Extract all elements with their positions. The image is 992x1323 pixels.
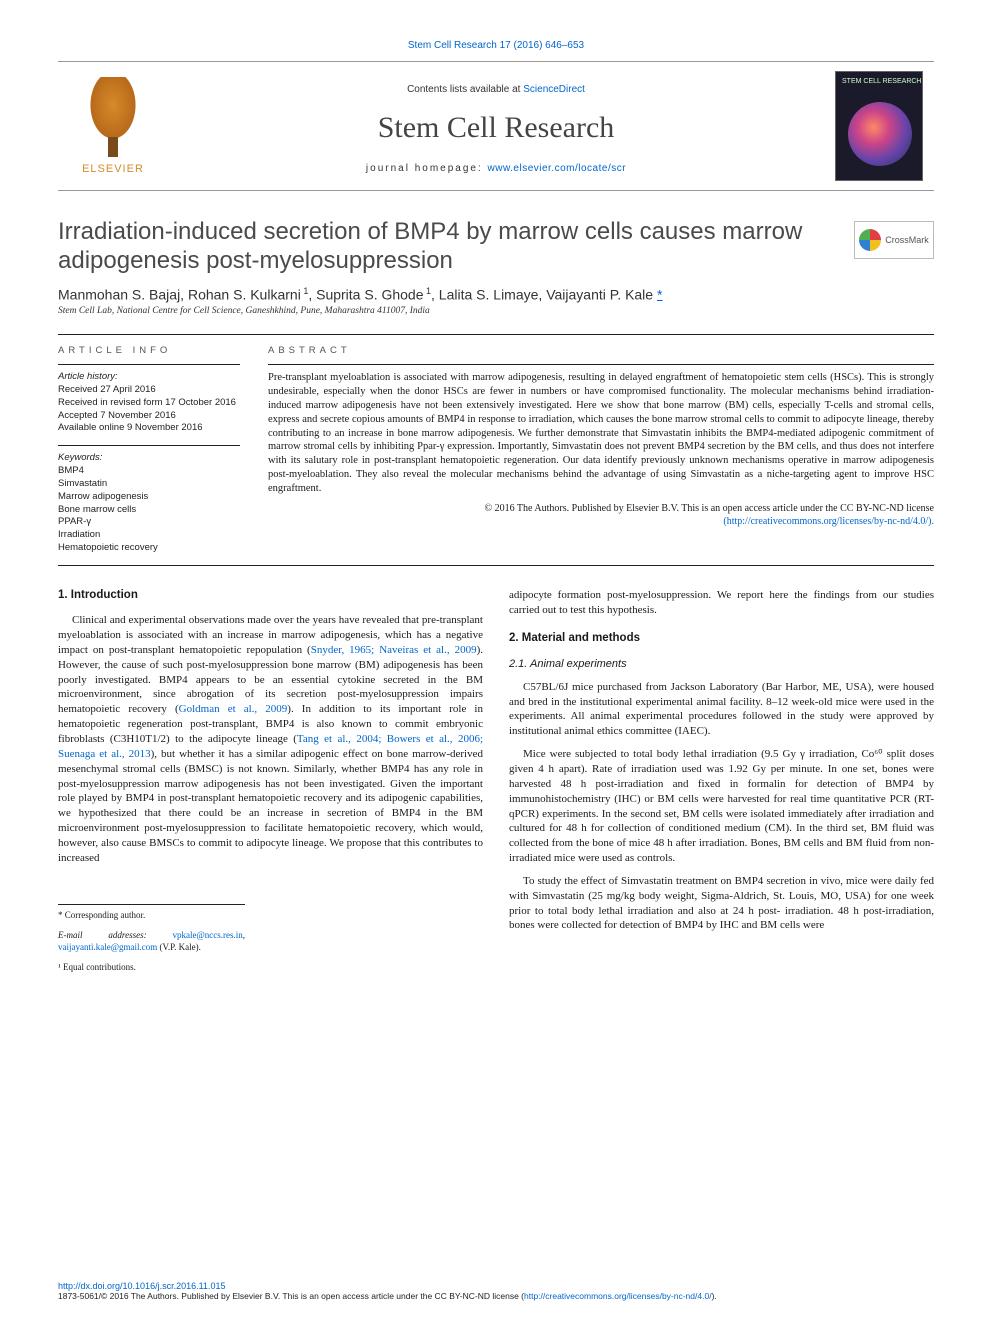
email-label: E-mail addresses: bbox=[58, 930, 147, 940]
homepage-prefix: journal homepage: bbox=[366, 163, 488, 174]
methods-p3: To study the effect of Simvastatin treat… bbox=[509, 874, 934, 933]
equal-contributions-footnote: ¹ Equal contributions. bbox=[58, 961, 245, 973]
keyword: Simvastatin bbox=[58, 478, 240, 491]
keyword: PPAR-γ bbox=[58, 516, 240, 529]
author-note-1b: 1 bbox=[424, 286, 432, 296]
contents-lists-line: Contents lists available at ScienceDirec… bbox=[168, 84, 824, 95]
history-online: Available online 9 November 2016 bbox=[58, 422, 240, 435]
issn-copyright-line: 1873-5061/© 2016 The Authors. Published … bbox=[58, 1291, 717, 1301]
publisher-wordmark: ELSEVIER bbox=[82, 163, 144, 175]
abstract-copyright: © 2016 The Authors. Published by Elsevie… bbox=[268, 502, 934, 529]
journal-masthead: ELSEVIER Contents lists available at Sci… bbox=[58, 61, 934, 191]
keyword: Irradiation bbox=[58, 529, 240, 542]
history-received: Received 27 April 2016 bbox=[58, 384, 240, 397]
article-title: Irradiation-induced secretion of BMP4 by… bbox=[58, 217, 842, 276]
publisher-logo-block: ELSEVIER bbox=[58, 61, 168, 191]
crossmark-label: CrossMark bbox=[885, 235, 929, 245]
author-email-1[interactable]: vpkale@nccs.res.in bbox=[172, 930, 242, 940]
history-accepted: Accepted 7 November 2016 bbox=[58, 410, 240, 423]
affiliation: Stem Cell Lab, National Centre for Cell … bbox=[58, 306, 934, 316]
ref-link[interactable]: Goldman et al., 2009 bbox=[179, 703, 288, 715]
author-note-1: 1 bbox=[301, 286, 309, 296]
info-abstract-block: article info Article history: Received 2… bbox=[58, 334, 934, 566]
copyright-text: © 2016 The Authors. Published by Elsevie… bbox=[485, 503, 934, 514]
intro-continuation: adipocyte formation post-myelosuppressio… bbox=[509, 588, 934, 618]
keyword: BMP4 bbox=[58, 465, 240, 478]
body-column-right: adipocyte formation post-myelosuppressio… bbox=[509, 588, 934, 981]
doi-link[interactable]: http://dx.doi.org/10.1016/j.scr.2016.11.… bbox=[58, 1281, 225, 1291]
journal-name: Stem Cell Research bbox=[168, 111, 824, 145]
body-two-columns: 1. Introduction Clinical and experimenta… bbox=[58, 588, 934, 981]
footnotes-block: * Corresponding author. E-mail addresses… bbox=[58, 904, 245, 974]
keyword: Bone marrow cells bbox=[58, 504, 240, 517]
journal-homepage-link[interactable]: www.elsevier.com/locate/scr bbox=[488, 163, 627, 174]
cover-thumb-label: STEM CELL RESEARCH bbox=[842, 78, 921, 86]
ref-link[interactable]: Snyder, 1965; Naveiras et al., 2009 bbox=[311, 644, 477, 656]
journal-cover-thumbnail: STEM CELL RESEARCH bbox=[835, 71, 923, 181]
author-email-2[interactable]: vaijayanti.kale@gmail.com bbox=[58, 942, 157, 952]
ref-link[interactable]: Tang et al., 2004; Bowers et al., 2006; … bbox=[58, 733, 483, 760]
email-footnote: E-mail addresses: vpkale@nccs.res.in, va… bbox=[58, 929, 245, 953]
cover-thumbnail-wrap: STEM CELL RESEARCH bbox=[824, 61, 934, 191]
keyword: Marrow adipogenesis bbox=[58, 491, 240, 504]
footer-license-link[interactable]: http://creativecommons.org/licenses/by-n… bbox=[524, 1291, 712, 1301]
page-footer: http://dx.doi.org/10.1016/j.scr.2016.11.… bbox=[58, 1281, 934, 1301]
crossmark-icon bbox=[859, 229, 881, 251]
crossmark-badge[interactable]: CrossMark bbox=[854, 221, 934, 259]
section-heading-methods: 2. Material and methods bbox=[509, 631, 934, 647]
intro-paragraph-1: Clinical and experimental observations m… bbox=[58, 613, 483, 865]
journal-homepage-line: journal homepage: www.elsevier.com/locat… bbox=[168, 163, 824, 174]
abstract-column: abstract Pre-transplant myeloablation is… bbox=[254, 335, 934, 565]
section-heading-introduction: 1. Introduction bbox=[58, 588, 483, 604]
article-info-heading: article info bbox=[58, 345, 240, 356]
license-link[interactable]: (http://creativecommons.org/licenses/by-… bbox=[723, 516, 934, 527]
article-history-label: Article history: bbox=[58, 371, 240, 384]
body-column-left: 1. Introduction Clinical and experimenta… bbox=[58, 588, 483, 981]
methods-p1: C57BL/6J mice purchased from Jackson Lab… bbox=[509, 680, 934, 739]
methods-p2: Mice were subjected to total body lethal… bbox=[509, 747, 934, 866]
corresponding-author-footnote: * Corresponding author. bbox=[58, 909, 245, 921]
contents-prefix: Contents lists available at bbox=[407, 84, 523, 95]
article-info-column: article info Article history: Received 2… bbox=[58, 335, 254, 565]
cover-thumb-art bbox=[848, 102, 912, 166]
authors-line: Manmohan S. Bajaj, Rohan S. Kulkarni 1, … bbox=[58, 286, 934, 303]
keywords-label: Keywords: bbox=[58, 452, 240, 465]
sciencedirect-link[interactable]: ScienceDirect bbox=[523, 84, 585, 95]
abstract-heading: abstract bbox=[268, 345, 934, 356]
keyword: Hematopoietic recovery bbox=[58, 542, 240, 555]
abstract-text: Pre-transplant myeloablation is associat… bbox=[268, 371, 934, 496]
email-attribution: (V.P. Kale). bbox=[160, 942, 201, 952]
elsevier-tree-icon bbox=[78, 77, 148, 157]
running-citation: Stem Cell Research 17 (2016) 646–653 bbox=[58, 40, 934, 51]
corresponding-author-mark[interactable]: * bbox=[657, 286, 662, 302]
history-revised: Received in revised form 17 October 2016 bbox=[58, 397, 240, 410]
subsection-heading-animal: 2.1. Animal experiments bbox=[509, 657, 934, 672]
masthead-center: Contents lists available at ScienceDirec… bbox=[168, 78, 824, 174]
